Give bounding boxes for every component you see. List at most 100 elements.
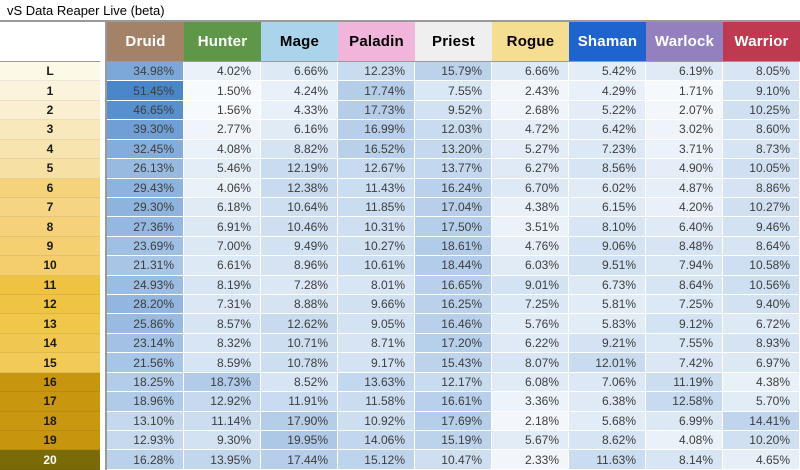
cell-16-druid: 18.25%	[107, 372, 184, 393]
cell-9-warlock: 8.48%	[646, 236, 723, 257]
cell-L-priest: 15.79%	[415, 62, 492, 82]
title-bar: vS Data Reaper Live (beta)	[0, 0, 800, 22]
cell-14-hunter: 8.32%	[184, 333, 261, 354]
cell-17-hunter: 12.92%	[184, 392, 261, 412]
rank-label-1: 1	[0, 81, 100, 101]
cell-2-mage: 4.33%	[261, 100, 338, 121]
cell-3-rogue: 4.72%	[492, 120, 569, 140]
cell-7-paladin: 11.85%	[338, 197, 415, 218]
rank-label-5: 5	[0, 159, 100, 179]
cell-11-warrior: 10.56%	[723, 275, 800, 296]
cell-19-priest: 15.19%	[415, 431, 492, 451]
cell-1-rogue: 2.43%	[492, 81, 569, 101]
cell-5-rogue: 6.27%	[492, 159, 569, 179]
cell-20-warrior: 4.65%	[723, 450, 800, 470]
cell-17-priest: 16.61%	[415, 392, 492, 412]
cell-19-mage: 19.95%	[261, 431, 338, 451]
cell-7-warrior: 10.27%	[723, 197, 800, 218]
cell-16-warlock: 11.19%	[646, 372, 723, 393]
cell-14-shaman: 9.21%	[569, 333, 646, 354]
cell-2-shaman: 5.22%	[569, 100, 646, 121]
cell-9-hunter: 7.00%	[184, 236, 261, 257]
cell-L-mage: 6.66%	[261, 62, 338, 82]
cell-19-paladin: 14.06%	[338, 431, 415, 451]
cell-13-warrior: 6.72%	[723, 314, 800, 334]
cell-6-warrior: 8.86%	[723, 178, 800, 198]
cell-L-shaman: 5.42%	[569, 62, 646, 82]
rank-label-10: 10	[0, 256, 100, 276]
cell-2-druid: 46.65%	[107, 100, 184, 121]
cell-15-priest: 15.43%	[415, 353, 492, 373]
rank-label-2: 2	[0, 100, 100, 121]
rank-label-11: 11	[0, 275, 100, 296]
rank-label-17: 17	[0, 392, 100, 412]
cell-8-warlock: 6.40%	[646, 217, 723, 237]
cell-3-warrior: 8.60%	[723, 120, 800, 140]
cell-9-druid: 23.69%	[107, 236, 184, 257]
rank-label-16: 16	[0, 372, 100, 393]
cell-8-paladin: 10.31%	[338, 217, 415, 237]
cell-7-mage: 10.64%	[261, 197, 338, 218]
cell-11-druid: 24.93%	[107, 275, 184, 296]
cell-2-warrior: 10.25%	[723, 100, 800, 121]
cell-9-priest: 18.61%	[415, 236, 492, 257]
cell-L-rogue: 6.66%	[492, 62, 569, 82]
cell-20-rogue: 2.33%	[492, 450, 569, 470]
rank-label-6: 6	[0, 178, 100, 198]
cell-10-mage: 8.96%	[261, 256, 338, 276]
cell-9-shaman: 9.06%	[569, 236, 646, 257]
cell-2-rogue: 2.68%	[492, 100, 569, 121]
cell-14-rogue: 6.22%	[492, 333, 569, 354]
cell-4-warlock: 3.71%	[646, 139, 723, 160]
cell-11-priest: 16.65%	[415, 275, 492, 296]
cell-1-shaman: 4.29%	[569, 81, 646, 101]
rank-label-18: 18	[0, 411, 100, 432]
cell-5-warlock: 4.90%	[646, 159, 723, 179]
cell-18-priest: 17.69%	[415, 411, 492, 432]
cell-6-warlock: 4.87%	[646, 178, 723, 198]
cell-20-priest: 10.47%	[415, 450, 492, 470]
cell-3-hunter: 2.77%	[184, 120, 261, 140]
column-header-warrior: Warrior	[723, 22, 800, 62]
cell-5-mage: 12.19%	[261, 159, 338, 179]
cell-3-shaman: 6.42%	[569, 120, 646, 140]
cell-11-paladin: 8.01%	[338, 275, 415, 296]
cell-16-mage: 8.52%	[261, 372, 338, 393]
cell-18-mage: 17.90%	[261, 411, 338, 432]
cell-13-mage: 12.62%	[261, 314, 338, 334]
cell-7-shaman: 6.15%	[569, 197, 646, 218]
cell-6-hunter: 4.06%	[184, 178, 261, 198]
cell-19-druid: 12.93%	[107, 431, 184, 451]
cell-7-warlock: 4.20%	[646, 197, 723, 218]
cell-1-warlock: 1.71%	[646, 81, 723, 101]
cell-12-rogue: 7.25%	[492, 295, 569, 315]
cell-11-rogue: 9.01%	[492, 275, 569, 296]
cell-14-druid: 23.14%	[107, 333, 184, 354]
cell-20-mage: 17.44%	[261, 450, 338, 470]
cell-15-rogue: 8.07%	[492, 353, 569, 373]
cell-2-paladin: 17.73%	[338, 100, 415, 121]
column-header-shaman: Shaman	[569, 22, 646, 62]
rank-label-7: 7	[0, 197, 100, 218]
cell-10-warrior: 10.58%	[723, 256, 800, 276]
cell-11-shaman: 6.73%	[569, 275, 646, 296]
cell-13-warlock: 9.12%	[646, 314, 723, 334]
cell-13-hunter: 8.57%	[184, 314, 261, 334]
rank-label-15: 15	[0, 353, 100, 373]
cell-12-druid: 28.20%	[107, 295, 184, 315]
cell-4-druid: 32.45%	[107, 139, 184, 160]
cell-19-hunter: 9.30%	[184, 431, 261, 451]
cell-15-warlock: 7.42%	[646, 353, 723, 373]
cell-11-mage: 7.28%	[261, 275, 338, 296]
rank-label-4: 4	[0, 139, 100, 160]
cell-17-mage: 11.91%	[261, 392, 338, 412]
cell-20-druid: 16.28%	[107, 450, 184, 470]
cell-19-warrior: 10.20%	[723, 431, 800, 451]
cell-18-warlock: 6.99%	[646, 411, 723, 432]
cell-13-paladin: 9.05%	[338, 314, 415, 334]
cell-14-priest: 17.20%	[415, 333, 492, 354]
cell-4-priest: 13.20%	[415, 139, 492, 160]
cell-9-mage: 9.49%	[261, 236, 338, 257]
column-header-warlock: Warlock	[646, 22, 723, 62]
cell-4-mage: 8.82%	[261, 139, 338, 160]
